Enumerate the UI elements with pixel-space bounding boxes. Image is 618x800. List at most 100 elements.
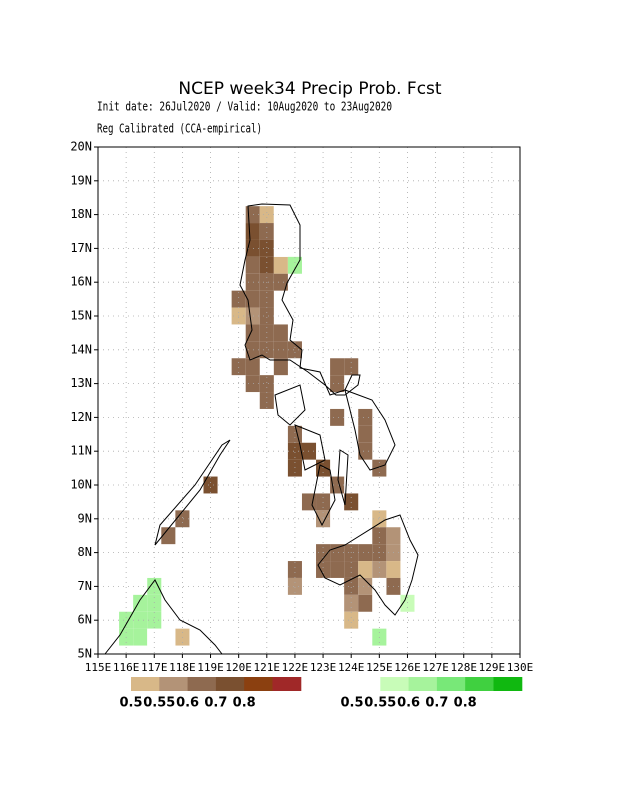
- x-tick-label: 130E: [507, 661, 534, 674]
- x-tick-label: 128E: [450, 661, 477, 674]
- x-tick-label: 122E: [282, 661, 309, 674]
- y-tick-label: 11N: [70, 444, 92, 458]
- prob-cell: [287, 561, 302, 578]
- y-tick-label: 15N: [70, 309, 92, 323]
- prob-cell: [316, 561, 331, 578]
- legend-label: 0.55: [364, 696, 396, 711]
- y-tick-label: 10N: [70, 478, 92, 492]
- legend-swatch: [272, 677, 302, 691]
- prob-cell: [330, 544, 345, 562]
- prob-cell: [273, 239, 288, 257]
- prob-cell: [372, 611, 387, 629]
- prob-cell: [259, 375, 274, 393]
- prob-cell: [119, 611, 134, 629]
- prob-cell: [245, 273, 260, 291]
- prob-cell: [273, 206, 288, 224]
- prob-cell: [287, 577, 302, 595]
- prob-cell: [273, 358, 288, 376]
- prob-cell: [358, 425, 373, 443]
- prob-cell: [273, 341, 288, 359]
- legend-swatch: [465, 677, 494, 691]
- prob-cell: [273, 273, 288, 291]
- legend-label: 0.5: [119, 696, 142, 711]
- y-tick-label: 20N: [70, 140, 92, 154]
- legend-label: 0.7: [204, 696, 227, 711]
- prob-cell: [259, 392, 274, 409]
- y-tick-label: 12N: [70, 410, 92, 424]
- prob-cell: [161, 628, 176, 646]
- legend-label: 0.5: [340, 696, 363, 711]
- prob-cell: [344, 493, 359, 511]
- cells: [119, 206, 415, 646]
- prob-cell: [330, 408, 345, 426]
- prob-cell: [344, 594, 359, 612]
- x-tick-label: 117E: [141, 661, 168, 674]
- x-tick-label: 121E: [254, 661, 281, 674]
- coastline: [104, 203, 419, 655]
- prob-cell: [231, 290, 246, 308]
- y-tick-label: 7N: [78, 579, 92, 593]
- legend-swatch: [436, 677, 466, 691]
- x-tick-label: 124E: [338, 661, 365, 674]
- y-tick-label: 19N: [70, 173, 92, 187]
- prob-cell: [245, 290, 260, 308]
- prob-cell: [259, 307, 274, 325]
- x-tick-label: 118E: [169, 661, 196, 674]
- legend-label: 0.7: [425, 696, 448, 711]
- prob-cell: [245, 375, 260, 393]
- prob-cell: [147, 577, 162, 595]
- prob-cell: [344, 577, 359, 595]
- legend-swatch: [352, 677, 381, 691]
- x-tick-label: 125E: [366, 661, 393, 674]
- prob-cell: [273, 223, 288, 240]
- prob-cell: [259, 239, 274, 257]
- prob-cell: [133, 628, 148, 646]
- prob-cell: [273, 256, 288, 274]
- prob-cell: [400, 594, 415, 612]
- prob-cell: [372, 510, 387, 528]
- prob-cell: [358, 408, 373, 426]
- prob-cell: [161, 527, 176, 545]
- legend-swatch: [131, 677, 160, 691]
- legend-label: 0.8: [233, 696, 256, 711]
- prob-cell: [386, 561, 401, 578]
- legend-swatch: [380, 677, 410, 691]
- y-tick-label: 8N: [78, 545, 92, 559]
- legend-label: 0.55: [143, 696, 175, 711]
- prob-cell: [245, 223, 260, 240]
- prob-cell: [287, 239, 302, 257]
- legend-label: 0.8: [454, 696, 477, 711]
- prob-cell: [330, 375, 345, 393]
- prob-cell: [245, 341, 260, 359]
- prob-cell: [245, 358, 260, 376]
- prob-cell: [358, 577, 373, 595]
- prob-cell: [245, 307, 260, 325]
- prob-cell: [231, 358, 246, 376]
- prob-cell: [344, 358, 359, 376]
- prob-cell: [386, 527, 401, 545]
- legend-swatch: [493, 677, 523, 691]
- subtitle: Init date: 26Jul2020 / Valid: 10Aug2020 …: [97, 100, 392, 114]
- prob-cell: [372, 561, 387, 578]
- prob-cell: [245, 256, 260, 274]
- legend-swatch: [159, 677, 189, 691]
- map-title: NCEP week34 Precip Prob. Fcst: [178, 79, 442, 99]
- subtitle: Reg Calibrated (CCA-empirical): [97, 122, 262, 136]
- prob-cell: [259, 341, 274, 359]
- x-tick-label: 123E: [310, 661, 337, 674]
- prob-cell: [287, 442, 302, 460]
- x-tick-label: 116E: [113, 661, 140, 674]
- prob-cell: [147, 594, 162, 612]
- prob-cell: [316, 493, 331, 511]
- prob-cell: [203, 476, 218, 494]
- map-frame: [97, 146, 521, 655]
- grid: [98, 147, 520, 654]
- y-tick-label: 14N: [70, 342, 92, 356]
- x-tick-label: 120E: [225, 661, 252, 674]
- y-tick-label: 16N: [70, 275, 92, 289]
- legend-swatch: [215, 677, 245, 691]
- prob-cell: [133, 611, 148, 629]
- prob-cell: [358, 561, 373, 578]
- prob-cell: [287, 341, 302, 359]
